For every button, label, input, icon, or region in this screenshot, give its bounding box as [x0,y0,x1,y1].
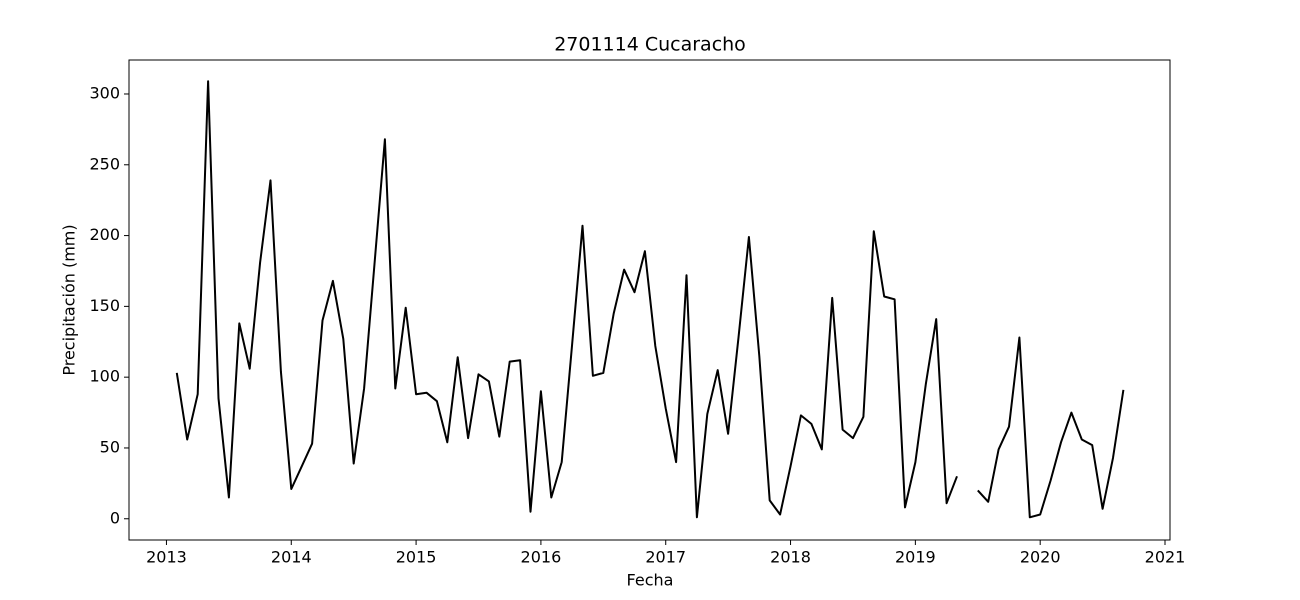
x-tick-label: 2019 [895,548,936,567]
chart-title: 2701114 Cucaracho [554,34,746,56]
plot-frame [128,59,1171,541]
y-tick-label: 100 [89,367,120,386]
x-tick-label: 2016 [521,548,562,567]
y-tick-label: 250 [89,154,120,173]
y-tick-label: 200 [89,225,120,244]
x-tick-label: 2015 [396,548,437,567]
x-tick-label: 2020 [1020,548,1061,567]
y-tick-label: 150 [89,296,120,315]
x-tick-label: 2014 [271,548,312,567]
data-line [175,80,1125,519]
x-tick-label: 2018 [770,548,811,567]
x-tick-label: 2017 [645,548,686,567]
x-tick-label: 2013 [146,548,187,567]
x-tick-label: 2021 [1145,548,1186,567]
y-tick-label: 300 [89,83,120,102]
y-tick-label: 0 [110,508,120,527]
y-axis-label: Precipitación (mm) [60,224,79,375]
y-tick-label: 50 [100,437,120,456]
x-axis-label: Fecha [627,571,674,590]
